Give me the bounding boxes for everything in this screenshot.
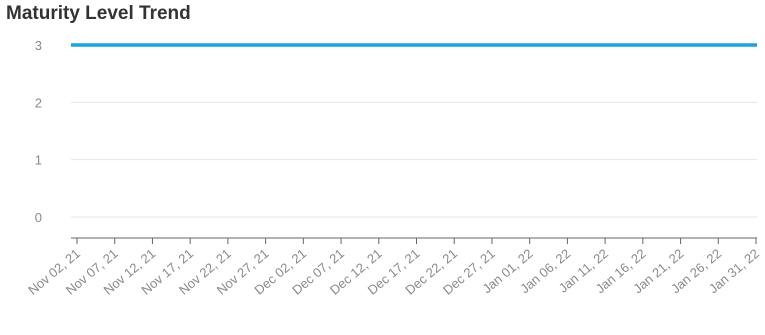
y-tick-label: 3: [35, 38, 42, 53]
y-tick-label: 1: [35, 153, 42, 168]
y-tick-label: 0: [35, 210, 42, 225]
y-tick-label: 2: [35, 95, 42, 110]
chart-title: Maturity Level Trend: [6, 3, 191, 24]
